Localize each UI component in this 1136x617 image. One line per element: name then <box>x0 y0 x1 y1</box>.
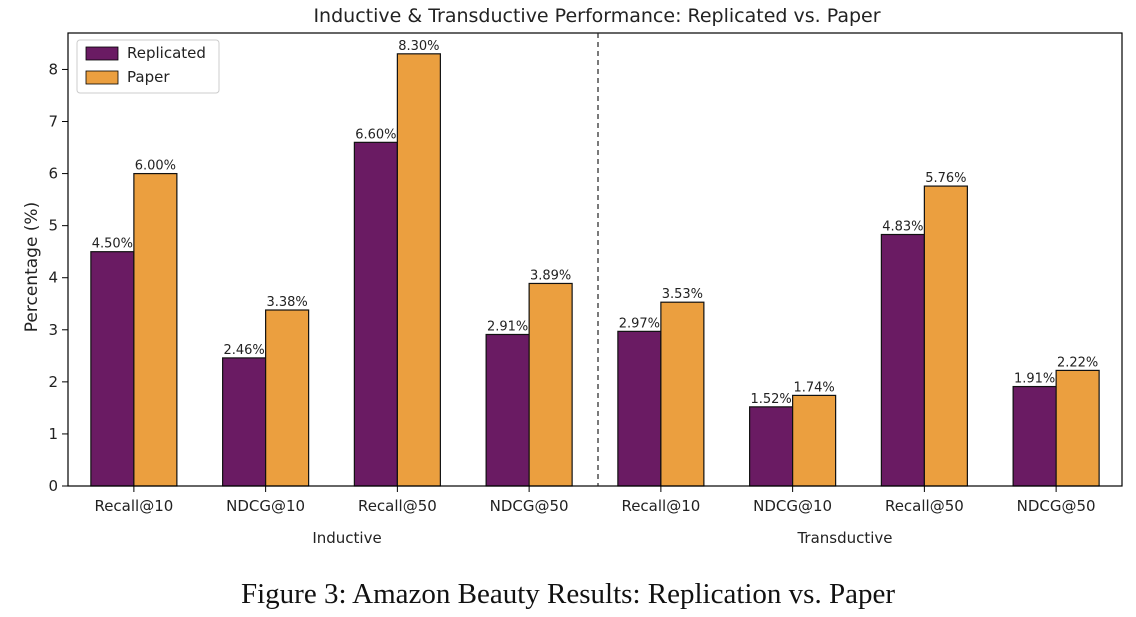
data-label-replicated: 2.97% <box>619 316 660 331</box>
data-label-paper: 2.22% <box>1057 355 1098 370</box>
group-label-transductive: Transductive <box>796 529 892 547</box>
data-label-replicated: 2.46% <box>223 343 264 358</box>
data-label-replicated: 4.50% <box>92 237 133 252</box>
y-tick-label: 4 <box>48 269 58 287</box>
bar-replicated <box>90 251 135 487</box>
y-tick-label: 0 <box>48 477 58 495</box>
bar-paper <box>792 394 837 487</box>
x-tick-label: NDCG@10 <box>753 497 832 515</box>
bar-paper <box>660 301 705 487</box>
data-label-paper: 1.74% <box>793 380 834 395</box>
plot-frame <box>67 32 1123 487</box>
x-tick-label: NDCG@10 <box>226 497 305 515</box>
bar-replicated <box>222 357 267 487</box>
data-label-replicated: 6.60% <box>355 127 396 142</box>
bar-replicated <box>1012 385 1057 487</box>
legend-label-replicated: Replicated <box>127 44 206 62</box>
x-tick-label: Recall@10 <box>94 497 173 515</box>
bar-paper <box>528 282 573 487</box>
bar-replicated <box>617 330 662 487</box>
x-tick-label: Recall@10 <box>621 497 700 515</box>
y-tick-label: 3 <box>48 321 58 339</box>
data-label-paper: 5.76% <box>925 171 966 186</box>
x-tick-label: NDCG@50 <box>490 497 569 515</box>
y-tick-label: 6 <box>48 165 58 183</box>
y-tick-label: 7 <box>48 113 58 131</box>
data-label-replicated: 1.52% <box>750 392 791 407</box>
bar-replicated <box>749 406 794 487</box>
y-tick-label: 5 <box>48 217 58 235</box>
bar-paper <box>1055 369 1100 487</box>
bar-replicated <box>485 333 530 487</box>
legend-swatch-paper <box>85 70 119 85</box>
data-label-paper: 3.89% <box>530 268 571 283</box>
bar-paper <box>133 172 178 487</box>
data-label-replicated: 4.83% <box>882 220 923 235</box>
data-label-paper: 8.30% <box>398 39 439 54</box>
x-tick-label: Recall@50 <box>358 497 437 515</box>
data-label-replicated: 2.91% <box>487 319 528 334</box>
figure-caption: Figure 3: Amazon Beauty Results: Replica… <box>240 578 895 610</box>
bar-paper <box>265 309 310 487</box>
y-tick-label: 1 <box>48 425 58 443</box>
bar-paper <box>923 185 968 487</box>
chart-title: Inductive & Transductive Performance: Re… <box>313 5 880 27</box>
legend-label-paper: Paper <box>127 68 170 86</box>
group-label-inductive: Inductive <box>312 529 381 547</box>
data-label-paper: 6.00% <box>135 159 176 174</box>
data-label-paper: 3.53% <box>662 287 703 302</box>
data-label-replicated: 1.91% <box>1014 372 1055 387</box>
x-tick-label: Recall@50 <box>885 497 964 515</box>
y-tick-label: 2 <box>48 373 58 391</box>
y-tick-label: 8 <box>48 60 58 78</box>
bar-replicated <box>880 233 925 487</box>
data-label-paper: 3.38% <box>266 295 307 310</box>
legend: Replicated Paper <box>76 39 220 94</box>
legend-swatch-replicated <box>85 46 119 61</box>
bar-replicated <box>353 141 398 487</box>
bar-paper <box>396 53 441 487</box>
y-axis-label: Percentage (%) <box>22 202 42 332</box>
plot-area: 0 1 2 3 4 5 6 7 8 4.50% 6.00% Recall@10 2.46% 3.38% ND… <box>48 39 1100 515</box>
x-tick-label: NDCG@50 <box>1017 497 1096 515</box>
